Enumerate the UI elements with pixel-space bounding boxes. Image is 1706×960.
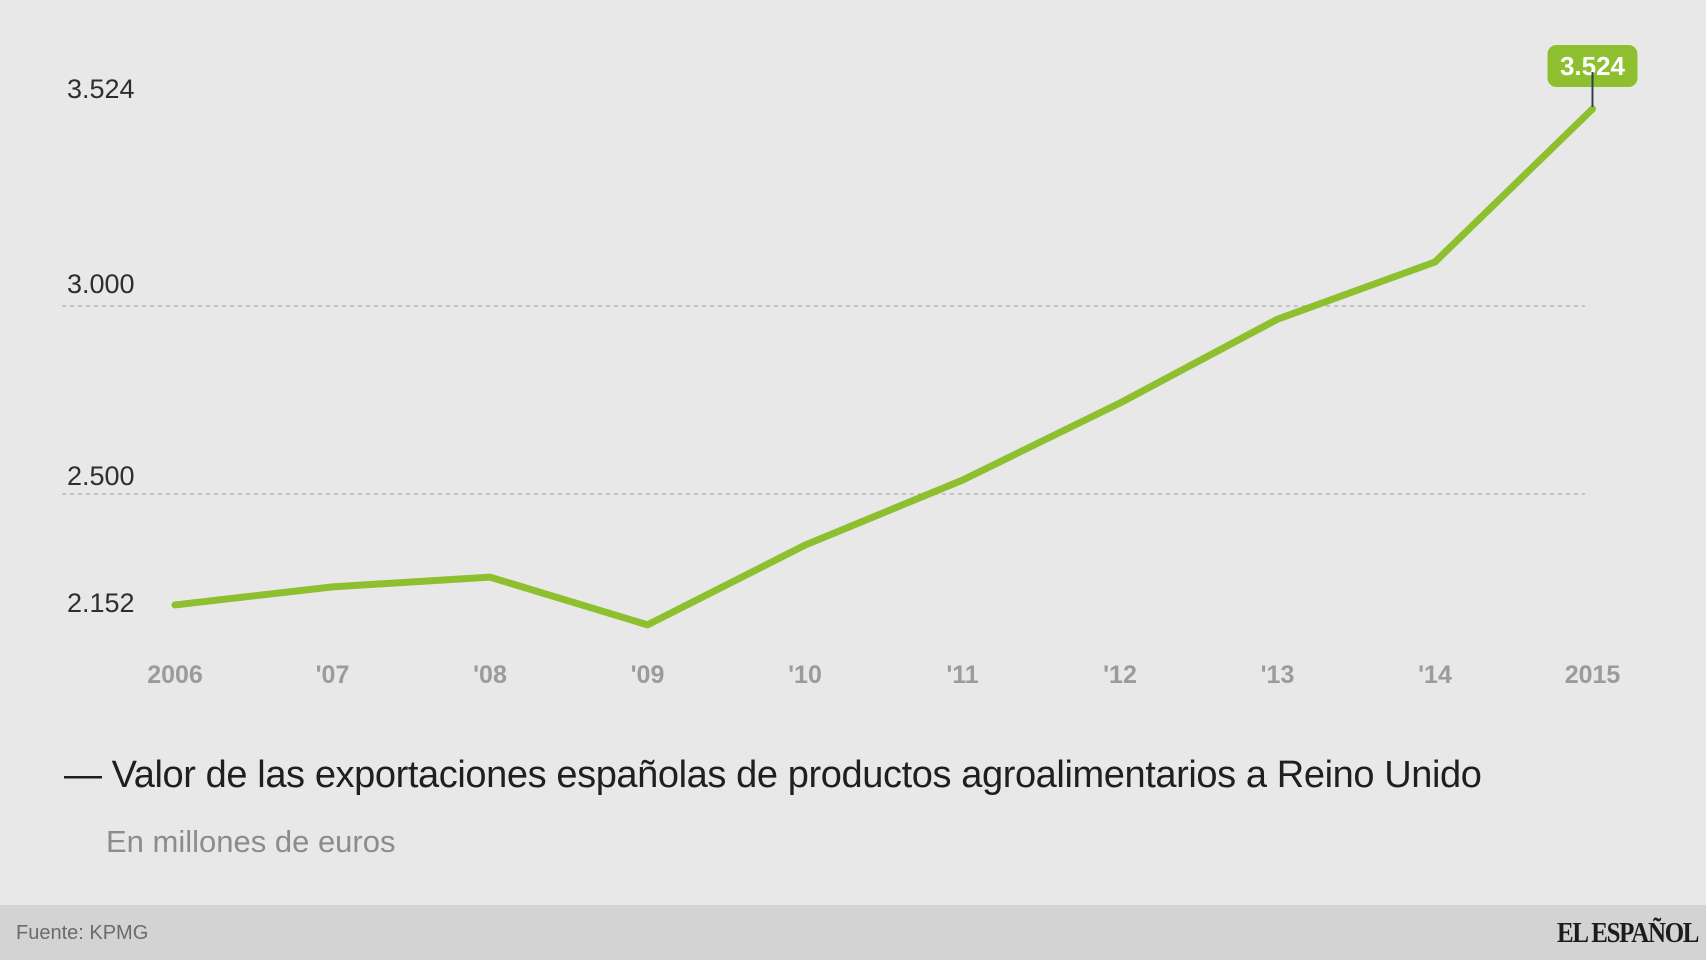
series-line — [171, 105, 1596, 629]
x-axis-labels: 2006 '07 '08 '09 '10 '11 '12 '13 '14 2015 — [147, 661, 1620, 689]
x-axis-label: 2006 — [147, 661, 203, 689]
x-axis-label: 2015 — [1565, 661, 1621, 689]
x-axis-label: '09 — [631, 661, 665, 689]
chart-title: — Valor de las exportaciones españolas de… — [64, 754, 1482, 797]
x-axis-label: '14 — [1418, 661, 1452, 689]
y-axis-label: 2.152 — [67, 588, 135, 618]
x-axis-label: '08 — [473, 661, 507, 689]
x-axis-label: '13 — [1261, 661, 1295, 689]
x-axis-label: '11 — [946, 661, 978, 689]
legend-dash-icon: — — [64, 754, 102, 796]
y-axis-label: 3.524 — [67, 74, 135, 104]
footer-bar: Fuente: KPMG EL ESPAÑOL — [0, 905, 1706, 960]
y-axis-labels: 3.524 3.000 2.500 2.152 — [67, 74, 135, 618]
callout-box — [1547, 45, 1638, 87]
value-callout: 3.524 — [1547, 45, 1638, 107]
source-note: Fuente: KPMG — [16, 922, 149, 944]
x-axis-label: '12 — [1103, 661, 1137, 689]
y-axis-label: 3.000 — [67, 269, 135, 299]
x-axis-label: '07 — [316, 661, 350, 689]
line-chart: 3.524 3.000 2.500 2.152 2006 '07 '08 '09 '10 '11… — [62, 45, 1638, 689]
y-axis-label: 2.500 — [67, 461, 135, 491]
chart-subtitle: En millones de euros — [106, 824, 396, 859]
brand-logo: EL ESPAÑOL — [1556, 917, 1699, 949]
x-axis-label: '10 — [788, 661, 822, 689]
gridlines — [62, 305, 1585, 495]
chart-title-text: Valor de las exportaciones españolas de … — [111, 754, 1482, 796]
